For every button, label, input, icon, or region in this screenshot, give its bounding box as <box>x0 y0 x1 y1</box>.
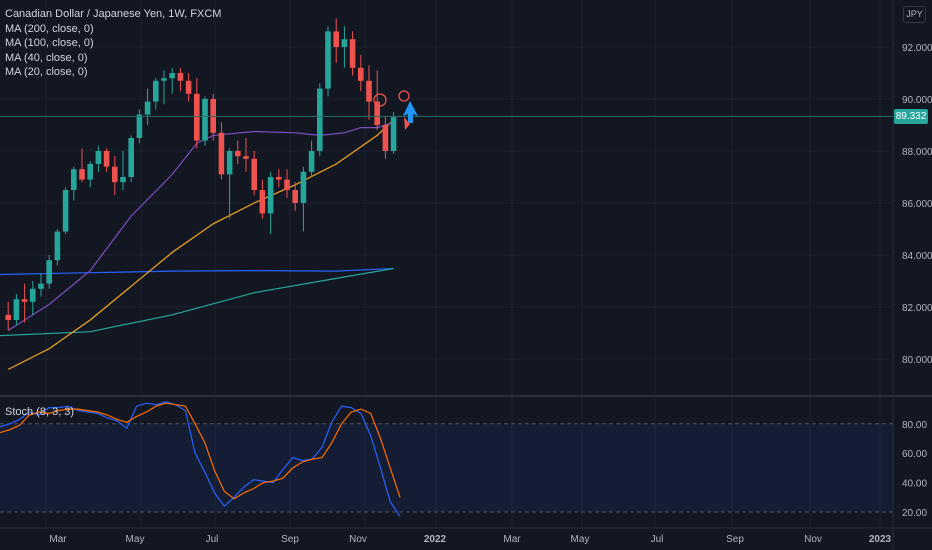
candle-body <box>71 169 77 190</box>
signal-circle <box>398 90 410 102</box>
candle-body <box>374 101 380 125</box>
candle-body <box>382 125 389 151</box>
symbol-title[interactable]: Canadian Dollar / Japanese Yen, 1W, FXCM <box>5 8 222 20</box>
time-tick-label: Nov <box>804 534 822 545</box>
candle-body <box>169 73 175 79</box>
candle-body <box>251 158 257 190</box>
time-tick-label: 2022 <box>424 534 447 545</box>
candle-body <box>333 31 339 47</box>
candle-body <box>95 151 102 164</box>
time-tick-label: Mar <box>49 534 67 545</box>
candle-body <box>226 151 233 175</box>
price-tick-label: 92.000 <box>902 43 932 54</box>
candle-body <box>128 138 134 177</box>
candle-body <box>390 117 397 151</box>
time-tick-label: Sep <box>281 534 299 545</box>
ma-100-line <box>0 267 394 337</box>
candle-body <box>5 314 11 320</box>
price-tick-label: 82.000 <box>902 303 932 314</box>
time-tick-label: 2023 <box>869 534 892 545</box>
time-tick-label: Jul <box>206 534 219 545</box>
ma-20-line <box>7 121 394 331</box>
main-legend[interactable]: Canadian Dollar / Japanese Yen, 1W, FXCM… <box>5 7 221 80</box>
stoch-tick-label: 20.00 <box>902 508 927 519</box>
ma-100-label[interactable]: MA (100, close, 0) <box>5 37 94 49</box>
stoch-pane <box>0 401 893 517</box>
ma-200-label[interactable]: MA (200, close, 0) <box>5 22 94 35</box>
stoch-tick-label: 80.00 <box>902 420 927 431</box>
stoch-band-fill <box>0 423 893 512</box>
candle-body <box>194 93 200 141</box>
candle-body <box>54 231 61 261</box>
candle-body <box>161 78 167 81</box>
moving-averages <box>0 119 395 370</box>
time-tick-label: Jul <box>651 534 664 545</box>
candle-body <box>153 80 159 102</box>
candle-body <box>136 114 143 138</box>
candle-body <box>218 132 225 175</box>
price-tick-label: 90.000 <box>902 95 932 106</box>
candle-body <box>30 288 36 302</box>
candle-body <box>103 151 110 167</box>
stoch-k-line <box>0 401 401 517</box>
signal-circle <box>373 93 387 107</box>
ma-200-line <box>0 267 394 276</box>
candle-body <box>284 179 290 190</box>
candle-body <box>259 190 266 214</box>
candle-body <box>144 101 151 115</box>
candle-body <box>13 299 20 320</box>
time-tick-label: Nov <box>349 534 367 545</box>
candle-body <box>341 39 348 47</box>
ma-40-line <box>7 119 395 370</box>
candle-body <box>21 299 28 302</box>
candle-body <box>325 31 331 89</box>
price-tick-label: 84.000 <box>902 251 932 262</box>
candle-body <box>366 80 372 102</box>
candle-body <box>87 164 93 180</box>
candle-body <box>235 151 241 157</box>
price-tick-label: 88.000 <box>902 147 932 158</box>
candle-body <box>317 88 323 151</box>
price-tick-label: 86.000 <box>902 199 932 210</box>
ma-20-label[interactable]: MA (20, close, 0) <box>5 66 88 78</box>
time-tick-label: May <box>571 534 590 545</box>
candle-body <box>120 177 126 183</box>
candle-body <box>358 67 364 81</box>
time-tick-label: Mar <box>503 534 521 545</box>
ma-40-label[interactable]: MA (40, close, 0) <box>5 51 88 64</box>
up-arrow-icon <box>403 101 418 123</box>
stoch-legend[interactable]: Stoch (8, 3, 3) <box>5 406 75 418</box>
price-tick-label: 80.000 <box>902 355 932 366</box>
candle-body <box>38 283 44 289</box>
candle-body <box>112 166 118 183</box>
candle-body <box>308 151 315 172</box>
time-tick-label: Sep <box>726 534 744 545</box>
currency-badge[interactable]: JPY <box>903 6 926 23</box>
candle-body <box>243 156 249 159</box>
candle-body <box>177 73 184 81</box>
candle-body <box>79 169 85 180</box>
stoch-tick-label: 60.00 <box>902 449 927 460</box>
candle-body <box>46 260 52 284</box>
candle-body <box>185 80 192 94</box>
stoch-d-line <box>0 402 401 500</box>
candle-body <box>300 171 307 203</box>
axes: 80.000 82.000 84.000 86.000 88.000 90.000 92.0… <box>49 43 932 545</box>
candle-body <box>349 39 356 68</box>
candle-body <box>267 177 274 214</box>
last-price-tag: 89.332 <box>894 109 928 124</box>
candle-body <box>292 190 298 203</box>
candle-body <box>202 99 208 141</box>
down-marker-icon <box>404 117 410 130</box>
candle-body <box>276 177 282 180</box>
candle-body <box>62 190 69 232</box>
annotations <box>0 90 893 130</box>
time-tick-label: May <box>126 534 145 545</box>
stoch-tick-label: 40.00 <box>902 479 927 490</box>
